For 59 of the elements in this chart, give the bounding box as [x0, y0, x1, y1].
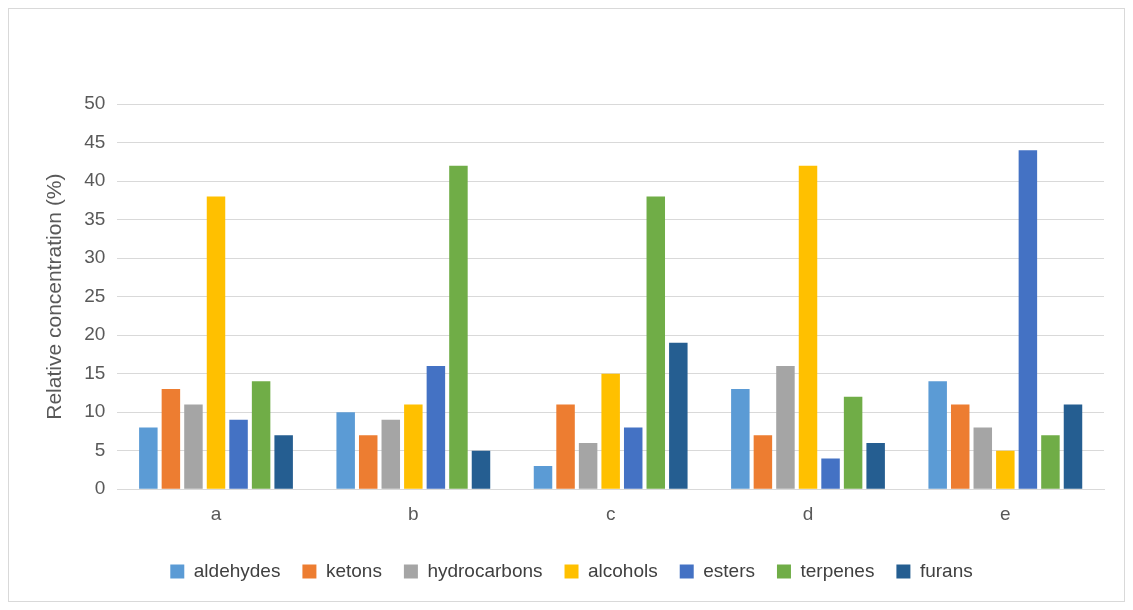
y-tick-label: 25 — [84, 284, 106, 306]
bar — [669, 342, 688, 489]
bar — [843, 396, 863, 489]
bar — [449, 165, 468, 489]
bar — [206, 196, 226, 489]
bar — [601, 373, 620, 489]
y-tick-label: 5 — [94, 438, 106, 460]
bar — [578, 442, 598, 489]
bar — [139, 427, 158, 489]
y-tick-label: 45 — [84, 130, 106, 152]
bar — [1041, 435, 1060, 489]
bar — [426, 365, 446, 489]
legend-label: ketons — [325, 559, 382, 581]
y-axis-title: Relative concentration (%) — [42, 173, 66, 420]
bar — [798, 165, 818, 489]
bar — [533, 466, 553, 489]
bar — [274, 435, 293, 489]
y-tick-label: 20 — [84, 323, 106, 345]
legend-label: furans — [919, 559, 973, 581]
y-tick-label: 0 — [94, 477, 106, 499]
legend-label: aldehydes — [193, 559, 281, 581]
legend-label: terpenes — [800, 559, 875, 581]
bar — [973, 427, 993, 489]
bar — [821, 458, 840, 489]
bar — [753, 435, 773, 489]
y-tick-label: 50 — [84, 92, 106, 114]
bar — [731, 389, 750, 489]
bar — [404, 404, 423, 489]
x-tick-label: d — [802, 502, 814, 524]
bar — [184, 404, 203, 489]
y-tick-label: 10 — [84, 400, 106, 422]
bar — [1063, 404, 1083, 489]
bar — [161, 389, 181, 489]
bar — [776, 365, 795, 489]
y-tick-label: 15 — [84, 361, 106, 383]
bar — [251, 381, 271, 489]
bar — [336, 412, 355, 489]
y-tick-label: 35 — [84, 207, 106, 229]
bar — [866, 442, 885, 489]
bar — [996, 450, 1015, 489]
y-tick-label: 40 — [84, 169, 106, 191]
bar — [358, 435, 378, 489]
x-tick-label: e — [1000, 502, 1011, 524]
legend-label: alcohols — [588, 559, 658, 581]
bar — [556, 404, 575, 489]
x-tick-label: b — [408, 502, 419, 524]
bar — [623, 427, 643, 489]
bar — [381, 419, 401, 489]
bar — [646, 196, 666, 489]
legend-label: esters — [703, 559, 755, 581]
bar — [928, 381, 947, 489]
bar — [950, 404, 970, 489]
x-tick-label: a — [210, 502, 222, 524]
legend-label: hydrocarbons — [427, 559, 543, 581]
y-tick-label: 30 — [84, 246, 106, 268]
bar — [1018, 150, 1038, 489]
bar — [229, 419, 248, 489]
bar — [471, 450, 491, 489]
x-tick-label: c — [605, 502, 616, 524]
